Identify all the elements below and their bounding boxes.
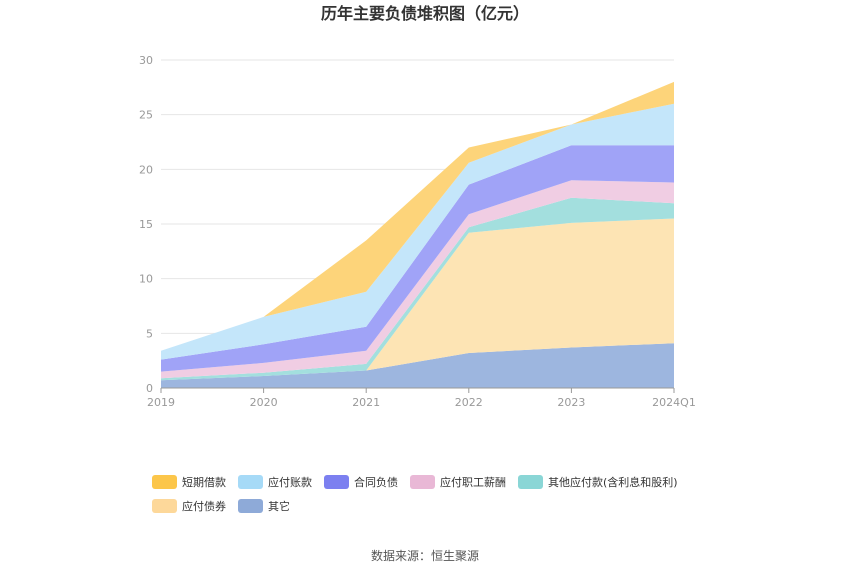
legend-label: 应付账款 <box>268 475 312 489</box>
area-series <box>161 218 674 381</box>
legend-label: 应付职工薪酬 <box>440 475 506 489</box>
axes: 0 5 10 15 20 25 30 2019 2020 2021 2022 2023 2024Q1 <box>139 54 696 409</box>
legend-label: 应付债券 <box>182 499 226 513</box>
legend-item[interactable]: 其它 <box>238 499 290 513</box>
x-tick-label: 2023 <box>557 396 585 409</box>
chart-title: 历年主要负债堆积图（亿元） <box>321 4 529 23</box>
x-tick-label: 2024Q1 <box>652 396 696 409</box>
data-source: 数据来源：恒生聚源 <box>371 548 479 563</box>
legend-label: 短期借款 <box>182 475 226 489</box>
area-series <box>161 103 674 360</box>
y-tick-label: 25 <box>139 109 153 122</box>
x-tick-label: 2021 <box>352 396 380 409</box>
x-tick-label: 2022 <box>455 396 483 409</box>
legend-swatch <box>238 499 263 513</box>
legend-item[interactable]: 应付账款 <box>238 475 312 489</box>
area-series <box>161 197 674 381</box>
y-tick-label: 15 <box>139 218 153 231</box>
legend: 短期借款 应付账款 合同负债 应付职工薪酬 其他应付款(含利息和股利) 应付债券 其它 <box>152 475 678 513</box>
x-tick-label: 2020 <box>250 396 278 409</box>
legend-swatch <box>152 475 177 489</box>
x-tick-label: 2019 <box>147 396 175 409</box>
legend-swatch <box>238 475 263 489</box>
y-tick-label: 10 <box>139 273 153 286</box>
area-series <box>161 81 674 351</box>
legend-swatch <box>324 475 349 489</box>
legend-label: 其他应付款(含利息和股利) <box>548 475 678 489</box>
legend-swatch <box>152 499 177 513</box>
legend-item[interactable]: 合同负债 <box>324 475 398 489</box>
y-tick-label: 30 <box>139 54 153 67</box>
legend-item[interactable]: 应付债券 <box>152 499 226 513</box>
legend-item[interactable]: 其他应付款(含利息和股利) <box>518 475 678 489</box>
legend-swatch <box>410 475 435 489</box>
legend-label: 其它 <box>268 499 290 513</box>
legend-swatch <box>518 475 543 489</box>
legend-item[interactable]: 应付职工薪酬 <box>410 475 506 489</box>
area-series <box>161 343 674 388</box>
area-series <box>161 145 674 372</box>
y-tick-label: 5 <box>146 327 153 340</box>
y-tick-label: 0 <box>146 382 153 395</box>
area-series <box>161 180 674 379</box>
areas <box>161 81 674 388</box>
legend-item[interactable]: 短期借款 <box>152 475 226 489</box>
legend-label: 合同负债 <box>354 475 398 489</box>
y-tick-label: 20 <box>139 163 153 176</box>
